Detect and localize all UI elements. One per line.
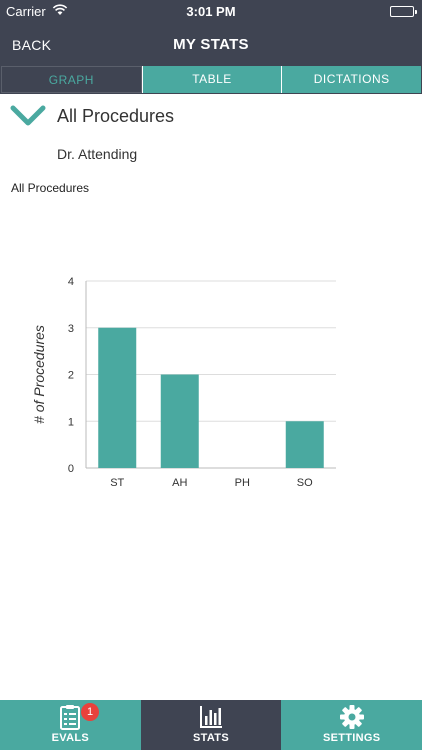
- chart-title: All Procedures: [11, 181, 90, 195]
- chevron-down-icon[interactable]: [10, 103, 46, 134]
- tab-evals[interactable]: 1 EVALS: [0, 700, 141, 750]
- y-tick-label: 0: [68, 463, 74, 475]
- x-tick-label: SO: [297, 477, 313, 489]
- y-tick-label: 3: [68, 323, 74, 335]
- bar-so: [285, 421, 324, 468]
- procedures-bar-chart: 0 1 2 3 4 ST AH PH SO # of Procedures: [31, 276, 336, 489]
- tab-evals-label: EVALS: [51, 732, 90, 744]
- tab-table[interactable]: TABLE: [141, 66, 282, 93]
- gear-icon: [339, 704, 365, 735]
- clipboard-icon: [59, 704, 81, 735]
- y-tick-label: 4: [68, 276, 74, 288]
- tab-graph[interactable]: GRAPH: [1, 66, 142, 93]
- back-button[interactable]: BACK: [12, 37, 52, 53]
- tab-settings[interactable]: SETTINGS: [281, 700, 422, 750]
- tab-settings-label: SETTINGS: [322, 732, 381, 744]
- clock: 3:01 PM: [186, 4, 236, 19]
- tab-stats[interactable]: STATS: [140, 700, 282, 750]
- wifi-icon: [52, 3, 68, 20]
- y-tick-label: 1: [68, 416, 74, 428]
- carrier-label: Carrier: [6, 4, 46, 19]
- battery-icon: [390, 6, 417, 17]
- status-bar: Carrier 3:01 PM: [0, 0, 422, 24]
- navigation-bar: BACK MY STATS: [0, 24, 422, 66]
- y-axis-label: # of Procedures: [31, 325, 47, 424]
- x-tick-label: ST: [110, 477, 124, 489]
- x-tick-label: PH: [235, 477, 250, 489]
- tab-dictations[interactable]: DICTATIONS: [281, 66, 422, 93]
- bar-ah: [160, 374, 199, 468]
- bar-st: [98, 327, 137, 468]
- y-tick-label: 2: [68, 370, 74, 382]
- segmented-tabs: GRAPH TABLE DICTATIONS: [0, 66, 422, 94]
- x-tick-label: AH: [172, 477, 187, 489]
- bottom-tab-bar: 1 EVALS STATS: [0, 700, 422, 750]
- procedure-selector[interactable]: All Procedures: [0, 100, 422, 134]
- notification-badge: 1: [81, 703, 99, 721]
- page-title: MY STATS: [173, 36, 249, 53]
- bar-chart-icon: [199, 704, 223, 735]
- tab-stats-label: STATS: [193, 732, 229, 744]
- procedure-label: All Procedures: [57, 106, 175, 126]
- attending-label: Dr. Attending: [57, 146, 138, 162]
